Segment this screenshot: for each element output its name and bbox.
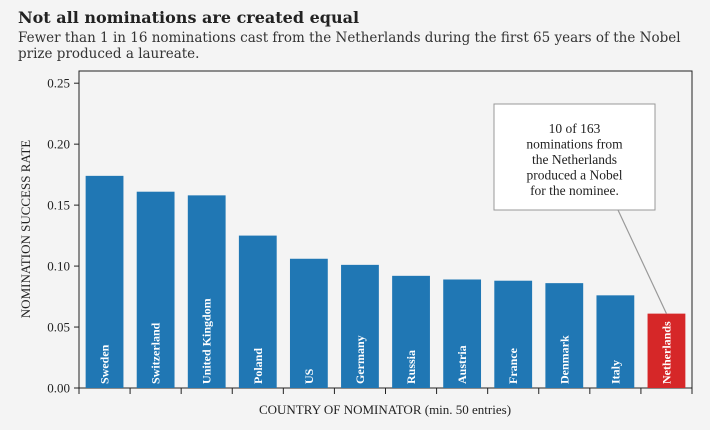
bar-category-label: Poland — [251, 348, 265, 384]
bar-category-label: Russia — [404, 350, 418, 384]
bar-italy — [596, 295, 635, 388]
chart-subtitle: Fewer than 1 in 16 nominations cast from… — [18, 30, 681, 62]
bar-category-label: Austria — [455, 345, 469, 384]
bar-category-label: US — [302, 368, 316, 384]
bar-category-label: Sweden — [98, 344, 112, 384]
bar-united-kingdom — [187, 195, 226, 388]
annotation-leader-line — [617, 209, 668, 314]
bar-austria — [443, 279, 482, 388]
bar-category-label: Italy — [608, 360, 622, 384]
y-tick-label: 0.20 — [47, 137, 70, 152]
bar-poland — [238, 235, 277, 388]
annotation-text-line: for the nominee. — [530, 183, 619, 198]
annotation-text-line: the Netherlands — [532, 152, 617, 167]
bar-switzerland — [136, 191, 175, 388]
annotation-text-line: produced a Nobel — [527, 168, 623, 183]
bar-category-label: France — [506, 347, 520, 384]
annotation-text-line: nominations from — [526, 137, 623, 152]
bar-category-label: Netherlands — [659, 321, 673, 384]
bar-category-label: United Kingdom — [200, 298, 214, 384]
bar-denmark — [545, 283, 584, 388]
annotation-box — [493, 103, 656, 211]
bar-category-label: Denmark — [557, 335, 571, 384]
y-tick-label: 0.10 — [47, 259, 70, 274]
bar-germany — [341, 264, 379, 388]
y-tick-label: 0.25 — [47, 76, 70, 91]
bar-category-label: Switzerland — [149, 322, 163, 384]
bar-category-label: Germany — [353, 335, 367, 384]
bar-russia — [392, 275, 430, 388]
annotation-text-line: 10 of 163 — [549, 121, 601, 136]
y-tick-label: 0.00 — [47, 381, 70, 396]
bar-france — [494, 280, 533, 388]
bar-sweden — [85, 175, 124, 388]
y-axis-title: NOMINATION SUCCESS RATE — [18, 140, 33, 318]
y-tick-label: 0.15 — [47, 198, 70, 213]
bar-us — [289, 258, 328, 388]
y-tick-label: 0.05 — [47, 320, 70, 335]
x-axis-title: COUNTRY OF NOMINATOR (min. 50 entries) — [259, 402, 511, 417]
chart-title: Not all nominations are created equal — [18, 8, 360, 27]
bar-netherlands — [647, 313, 686, 388]
